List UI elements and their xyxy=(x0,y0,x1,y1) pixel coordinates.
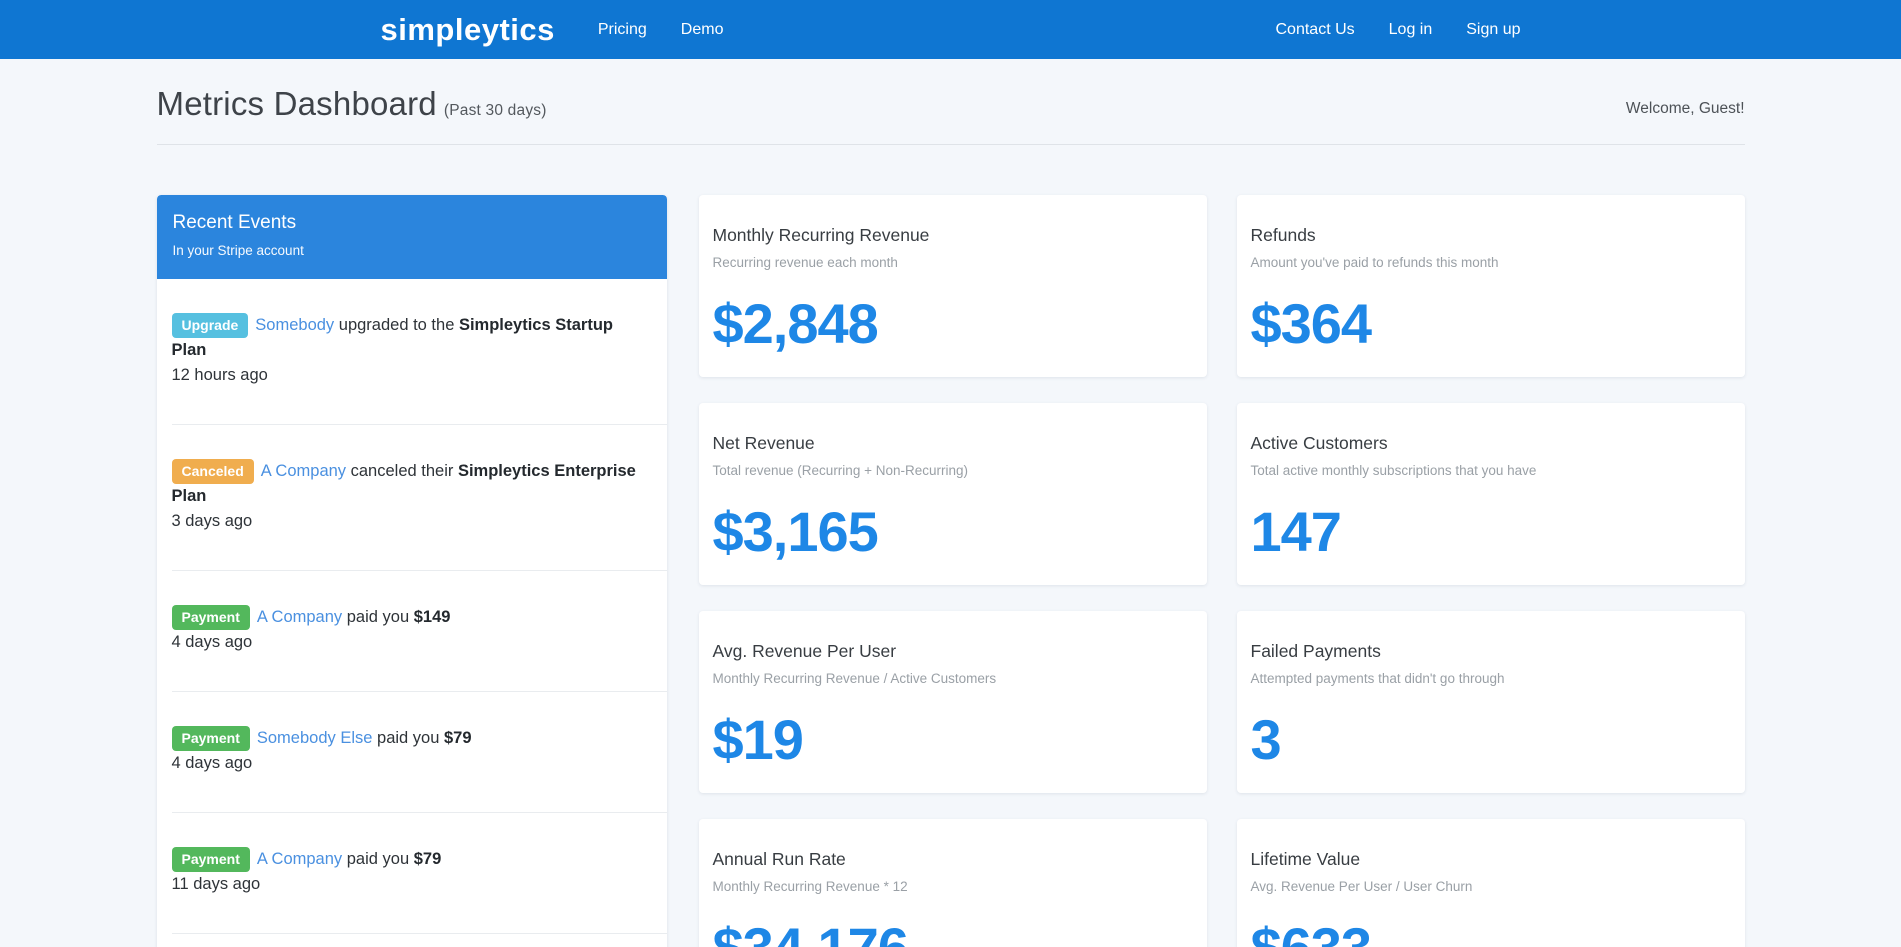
metric-title: Monthly Recurring Revenue xyxy=(712,225,930,245)
event-item-payment-2: Payment Somebody Else paid you $79 4 days… xyxy=(171,692,667,813)
metric-card-avg-revenue-per-user: Avg. Revenue Per User Monthly Recurring … xyxy=(698,611,1207,793)
metric-card-failed-payments: Failed Payments Attempted payments that … xyxy=(1236,611,1745,793)
metric-value: $34,176 xyxy=(713,920,1187,947)
header-divider xyxy=(156,144,1745,145)
event-object-text: $79 xyxy=(413,850,442,868)
metric-subtitle: Monthly Recurring Revenue * 12 xyxy=(712,879,908,894)
event-item-payment-3: Payment A Company paid you $79 11 days ag… xyxy=(171,813,667,934)
metric-title: Failed Payments xyxy=(1250,641,1381,661)
page-title-text: Metrics Dashboard xyxy=(156,85,437,122)
metric-subtitle: Monthly Recurring Revenue / Active Custo… xyxy=(712,671,997,686)
metric-card-lifetime-value: Lifetime Value Avg. Revenue Per User / U… xyxy=(1236,819,1745,947)
recent-events-subtitle: In your Stripe account xyxy=(172,243,304,258)
metric-title: Refunds xyxy=(1250,225,1316,245)
metric-value: $3,165 xyxy=(712,500,879,563)
brand-logo[interactable]: simpleytics xyxy=(380,12,555,47)
metric-value: $2,848 xyxy=(712,292,879,355)
nav-link-contact-us[interactable]: Contact Us xyxy=(1275,20,1355,38)
event-action-text: paid you xyxy=(372,729,444,747)
event-actor-link[interactable]: A Company xyxy=(256,850,343,868)
event-action-text: paid you xyxy=(342,850,414,868)
event-item-payment-1: Payment A Company paid you $149 4 days ag… xyxy=(171,571,667,692)
metric-subtitle: Total revenue (Recurring + Non-Recurring… xyxy=(712,463,969,478)
event-timestamp: 4 days ago xyxy=(171,754,253,772)
event-object-text: $79 xyxy=(444,729,472,747)
navbar: simpleytics Pricing Demo Contact Us Log … xyxy=(0,0,1901,59)
event-timestamp: 3 days ago xyxy=(171,512,253,530)
metric-value: 3 xyxy=(1250,708,1282,771)
payment-badge: Payment xyxy=(171,847,250,872)
metric-title: Lifetime Value xyxy=(1250,849,1361,869)
metric-value: $364 xyxy=(1250,292,1373,355)
event-action-text: paid you xyxy=(342,608,414,626)
events-list: Upgrade Somebody upgraded to the Simpleyt… xyxy=(157,279,667,934)
event-timestamp: 11 days ago xyxy=(171,875,261,893)
metric-card-refunds: Refunds Amount you've paid to refunds th… xyxy=(1236,195,1745,377)
main-content: Recent Events In your Stripe account Upg… xyxy=(156,195,1745,947)
recent-events-title: Recent Events xyxy=(172,212,297,233)
nav-link-sign-up[interactable]: Sign up xyxy=(1466,20,1521,38)
metric-card-active-customers: Active Customers Total active monthly su… xyxy=(1236,403,1745,585)
event-actor-link[interactable]: A Company xyxy=(256,608,343,626)
metric-title: Annual Run Rate xyxy=(712,849,846,869)
canceled-badge: Canceled xyxy=(171,459,254,484)
navbar-left: simpleytics Pricing Demo xyxy=(381,14,741,45)
event-description: Canceled A Company canceled their Simpley… xyxy=(171,459,639,509)
event-description: Payment Somebody Else paid you $79 xyxy=(171,726,639,751)
event-actor-link[interactable]: A Company xyxy=(260,462,347,480)
event-action-text: canceled their xyxy=(346,462,458,480)
event-item-canceled: Canceled A Company canceled their Simpley… xyxy=(171,425,667,571)
event-object-text: $149 xyxy=(413,608,451,626)
nav-link-log-in[interactable]: Log in xyxy=(1388,20,1433,38)
event-actor-link[interactable]: Somebody xyxy=(255,316,335,334)
event-object-text: Simpleytics Enterprise Plan xyxy=(171,462,636,505)
metric-card-monthly-recurring-revenue: Monthly Recurring Revenue Recurring reve… xyxy=(698,195,1207,377)
nav-link-pricing[interactable]: Pricing xyxy=(597,20,647,38)
metric-title: Avg. Revenue Per User xyxy=(712,641,897,661)
metric-subtitle: Total active monthly subscriptions that … xyxy=(1250,463,1537,478)
page-container: Metrics Dashboard (Past 30 days) Welcome,… xyxy=(156,59,1745,947)
metric-title: Active Customers xyxy=(1250,433,1388,453)
welcome-message: Welcome, Guest! xyxy=(1625,100,1745,117)
page-title: Metrics Dashboard (Past 30 days) xyxy=(157,85,547,123)
event-action-text: upgraded to the xyxy=(334,316,459,334)
navbar-inner: simpleytics Pricing Demo Contact Us Log … xyxy=(381,14,1521,45)
page-title-range: (Past 30 days) xyxy=(443,102,547,119)
navbar-right: Contact Us Log in Sign up xyxy=(1259,20,1521,38)
metric-value: 147 xyxy=(1250,500,1342,563)
payment-badge: Payment xyxy=(171,726,250,751)
event-item-upgrade: Upgrade Somebody upgraded to the Simpleyt… xyxy=(171,279,667,425)
event-description: Upgrade Somebody upgraded to the Simpleyt… xyxy=(171,313,639,363)
metric-value: $633 xyxy=(1251,920,1725,947)
nav-link-demo[interactable]: Demo xyxy=(680,20,724,38)
metric-subtitle: Recurring revenue each month xyxy=(712,255,898,270)
page-header: Metrics Dashboard (Past 30 days) Welcome,… xyxy=(157,59,1745,123)
recent-events-panel: Recent Events In your Stripe account Upg… xyxy=(156,195,667,947)
event-timestamp: 12 hours ago xyxy=(171,366,268,384)
payment-badge: Payment xyxy=(171,605,250,630)
metric-title: Net Revenue xyxy=(712,433,815,453)
metric-card-annual-run-rate: Annual Run Rate Monthly Recurring Revenu… xyxy=(698,819,1207,947)
recent-events-header: Recent Events In your Stripe account xyxy=(156,195,667,279)
metrics-grid: Monthly Recurring Revenue Recurring reve… xyxy=(698,195,1745,947)
event-description: Payment A Company paid you $79 xyxy=(171,847,639,872)
metric-card-net-revenue: Net Revenue Total revenue (Recurring + N… xyxy=(698,403,1207,585)
metric-subtitle: Avg. Revenue Per User / User Churn xyxy=(1250,879,1473,894)
event-description: Payment A Company paid you $149 xyxy=(171,605,639,630)
metric-value: $19 xyxy=(712,708,804,771)
event-timestamp: 4 days ago xyxy=(171,633,253,651)
event-object-text: Simpleytics Startup Plan xyxy=(171,316,614,359)
upgrade-badge: Upgrade xyxy=(171,313,249,338)
metric-subtitle: Amount you've paid to refunds this month xyxy=(1250,255,1499,270)
event-actor-link[interactable]: Somebody Else xyxy=(256,729,373,747)
metric-subtitle: Attempted payments that didn't go throug… xyxy=(1250,671,1505,686)
